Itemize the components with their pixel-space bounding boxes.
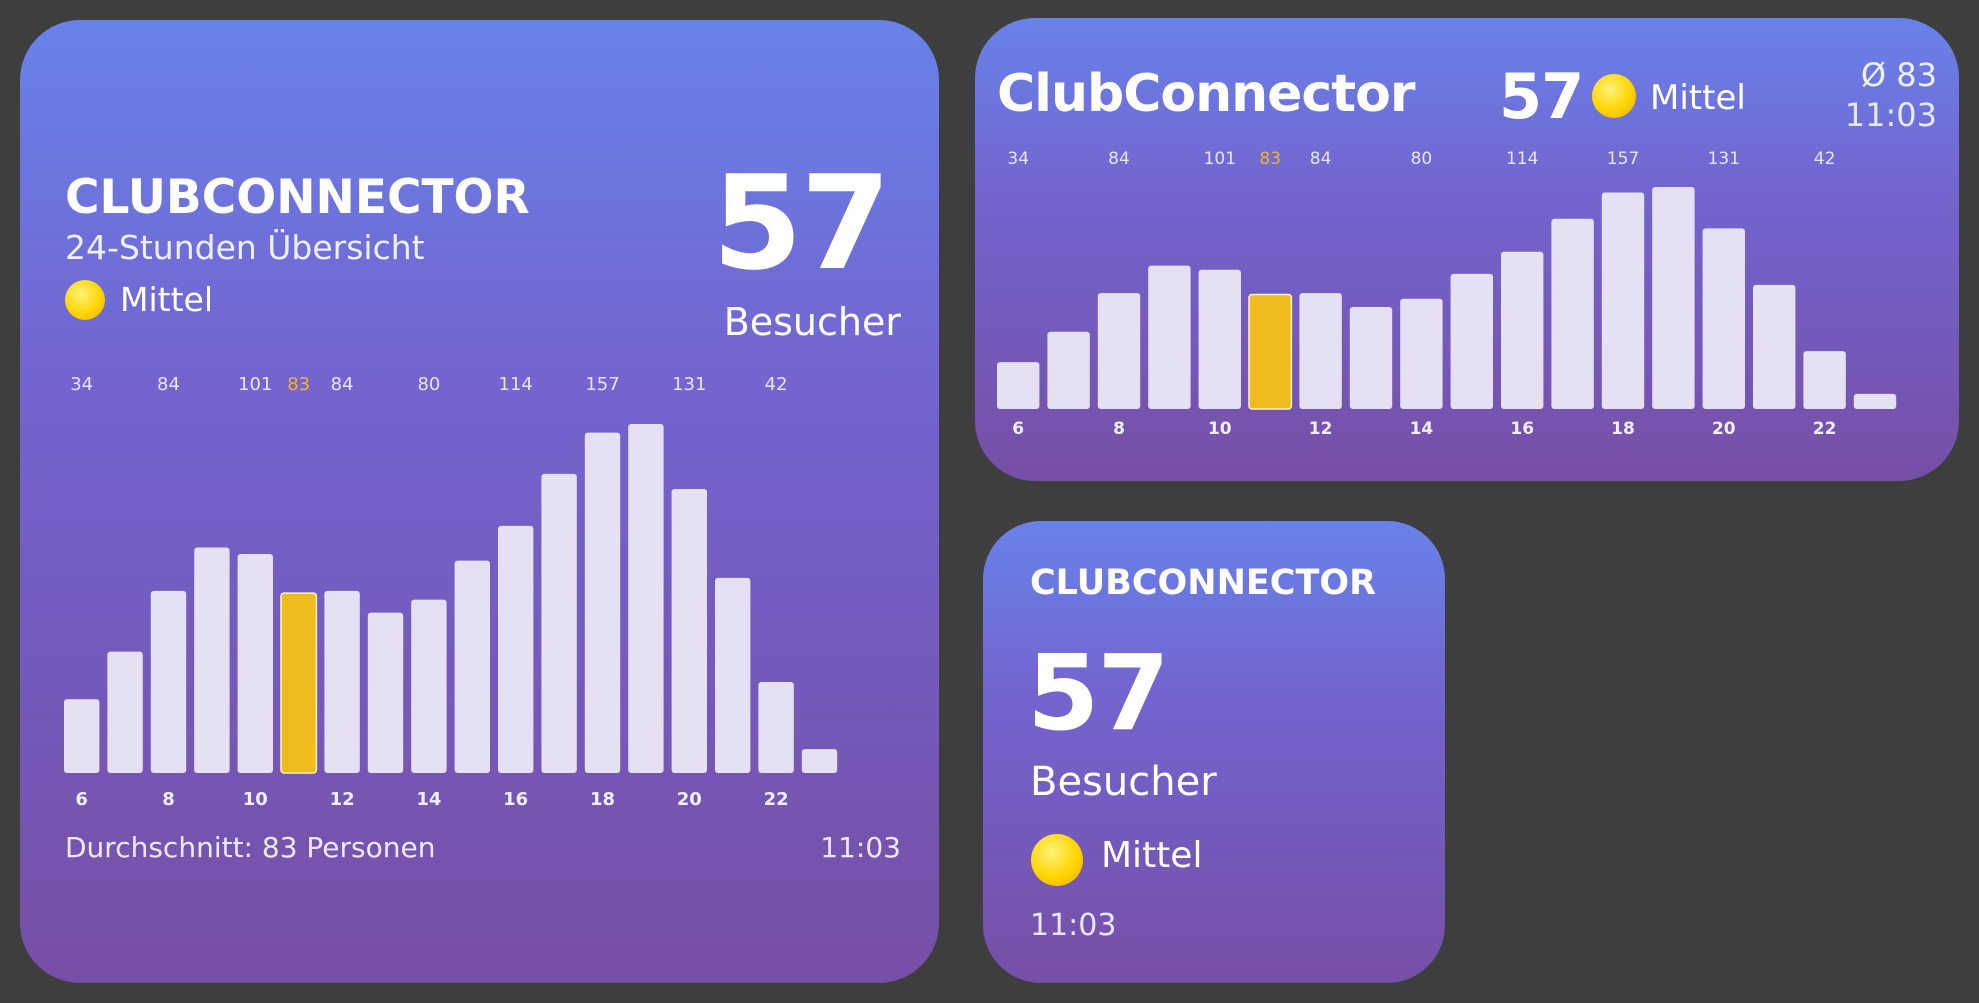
bar-hour-10 [237,554,273,773]
small-visitor-label: Besucher [1030,759,1217,805]
bar-current-hour [280,592,318,774]
small-update-time: 11:03 [1030,908,1117,943]
x-tick-label: 6 [75,789,88,810]
bar-hour-17 [1551,218,1594,409]
bar-hour-7 [1047,331,1090,409]
value-label: 84 [1108,149,1130,169]
small-visitor-count: 57 [1027,632,1170,754]
bar-hour-14 [1400,298,1443,409]
x-tick-label: 22 [764,789,789,810]
bar-hour-12 [1299,293,1342,409]
bar-hour-18 [584,432,621,773]
x-tick-label: 12 [1309,419,1333,439]
bar-hour-19 [628,424,664,773]
sun-icon [1031,834,1083,886]
x-tick-label: 22 [1813,419,1837,439]
x-tick-label: 18 [590,789,615,810]
bar-hour-19 [1652,187,1695,409]
small-widget[interactable]: CLUBCONNECTOR 57 Besucher Mittel 11:03 [983,521,1445,983]
value-label: 80 [417,374,440,395]
value-label: 114 [499,374,533,395]
bar-hour-6 [997,362,1040,409]
x-tick-label: 10 [243,789,268,810]
value-label: 157 [1607,149,1639,169]
x-tick-label: 16 [503,789,528,810]
small-level-label: Mittel [1101,835,1203,876]
medium-widget[interactable]: ClubConnector 57 Mittel Ø 83 11:03 6 8 10 1… [975,18,1959,481]
value-label: 101 [238,374,272,395]
bar-hour-20 [1702,228,1745,409]
bar-hour-20 [671,489,707,773]
x-tick-label: 12 [330,789,355,810]
large-average-text: Durchschnitt: 83 Personen [65,831,436,864]
sun-icon [65,280,105,320]
value-label: 131 [672,374,706,395]
bar-hour-10 [1198,269,1241,409]
large-level-label: Mittel [120,280,213,319]
value-label: 101 [1204,149,1236,169]
bar-hour-13 [367,612,404,773]
bar-hour-8 [150,590,187,773]
x-tick-label: 18 [1611,419,1635,439]
bar-hour-6 [64,699,100,773]
value-label: 80 [1411,149,1433,169]
value-label-current-hour: 83 [287,374,310,395]
bar-hour-12 [324,590,360,773]
large-visitor-label: Besucher [723,300,901,344]
value-label: 114 [1506,149,1538,169]
bar-hour-9 [1148,265,1191,409]
large-subtitle: 24-Stunden Übersicht [65,228,425,267]
medium-average: Ø 83 [1860,56,1937,94]
bar-hour-17 [541,473,577,773]
large-title: CLUBCONNECTOR [65,170,530,225]
small-title: CLUBCONNECTOR [1030,563,1377,603]
bar-hour-13 [1349,306,1393,409]
value-label: 84 [1310,149,1332,169]
large-bar-chart: 6 8 10 12 14 16 18 20 22 34 84 101 83 84 80 114 157 131 42 [64,374,838,810]
x-tick-label: 14 [416,789,441,810]
x-tick-label: 16 [1510,419,1534,439]
bar-hour-21 [1753,284,1796,409]
value-label: 42 [765,374,788,395]
medium-level-label: Mittel [1650,78,1746,118]
bar-hour-23 [801,749,838,773]
bar-hour-22 [758,681,794,773]
bar-hour-22 [1803,351,1846,409]
x-tick-label: 20 [677,789,702,810]
x-tick-label: 20 [1712,419,1736,439]
bar-hour-14 [411,599,447,773]
value-label: 84 [157,374,180,395]
x-tick-label: 14 [1410,419,1434,439]
bar-hour-7 [107,651,143,773]
sun-icon [1592,74,1636,118]
bar-hour-16 [498,525,534,773]
value-label: 84 [331,374,354,395]
large-update-time: 11:03 [820,831,901,864]
bar-hour-16 [1501,251,1544,409]
medium-title: ClubConnector [997,64,1415,124]
value-label: 131 [1708,149,1740,169]
large-visitor-count: 57 [712,147,891,299]
bar-hour-18 [1601,192,1645,409]
bar-hour-23 [1853,393,1897,409]
medium-bar-chart: 6 8 10 12 14 16 18 20 22 34 84 101 83 84 80 114 157 131 42 [997,149,1897,439]
bar-current-hour [1248,293,1293,410]
bar-hour-15 [1450,273,1493,409]
value-label: 34 [70,374,93,395]
value-label-current-hour: 83 [1259,149,1281,169]
x-tick-label: 8 [162,789,175,810]
x-tick-label: 8 [1113,419,1125,439]
bar-hour-9 [194,547,230,773]
large-widget[interactable]: CLUBCONNECTOR 24-Stunden Übersicht Mitte… [20,20,939,983]
x-tick-label: 10 [1208,419,1232,439]
bar-hour-8 [1097,293,1141,409]
x-tick-label: 6 [1012,419,1024,439]
value-label: 157 [585,374,619,395]
value-label: 42 [1814,149,1836,169]
medium-visitor-count: 57 [1499,60,1584,133]
bar-hour-21 [715,577,751,773]
value-label: 34 [1007,149,1029,169]
bar-hour-15 [454,560,490,773]
medium-update-time: 11:03 [1844,96,1937,134]
